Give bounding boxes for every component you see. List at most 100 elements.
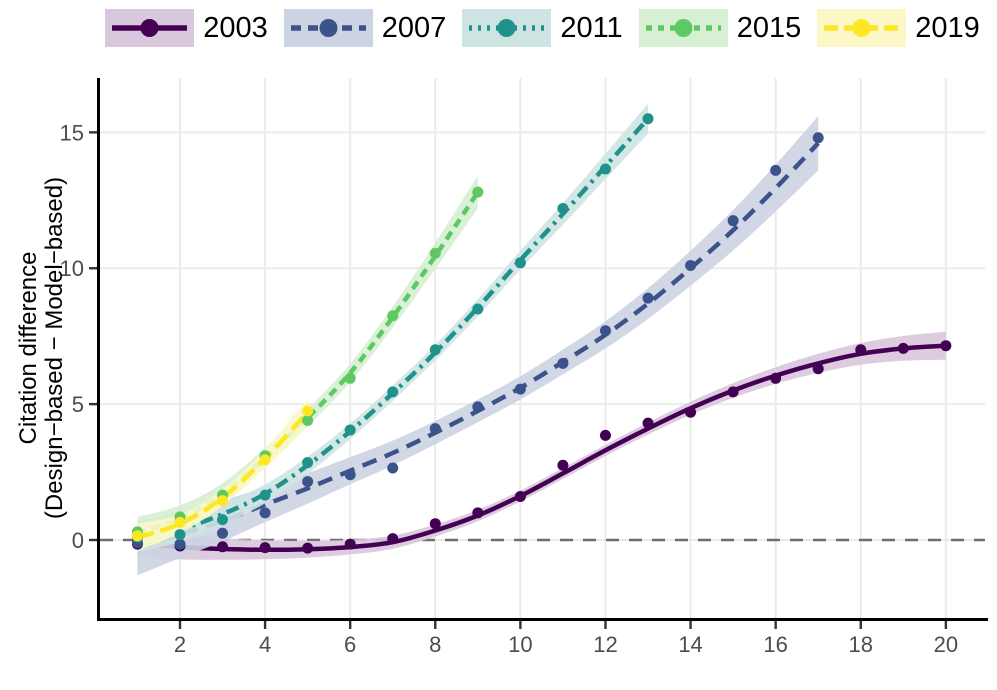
point-2007-x5 [302, 476, 314, 488]
y-tick-label-10: 10 [60, 256, 84, 281]
point-2003-x6 [344, 538, 356, 550]
point-2011-x13 [642, 113, 654, 125]
x-tick-label-20: 20 [934, 632, 958, 657]
series-2019-points [131, 405, 314, 542]
point-2015-x7 [387, 310, 399, 322]
point-2003-x4 [259, 542, 271, 554]
point-2007-x6 [344, 469, 356, 481]
point-2003-x10 [514, 491, 526, 503]
point-2007-x13 [642, 292, 654, 304]
series-2003-points [131, 340, 952, 554]
x-tick-label-2: 2 [174, 632, 186, 657]
series-2019-ribbon [137, 398, 308, 551]
legend-key-point [319, 19, 338, 37]
point-2011-x7 [387, 386, 399, 398]
point-2007-x2 [174, 538, 186, 550]
point-2019-x1 [131, 530, 143, 542]
point-2007-x7 [387, 462, 399, 474]
y-tick-label-0: 0 [72, 528, 84, 553]
legend-label-2011: 2011 [560, 11, 623, 44]
legend-key-point [497, 19, 516, 37]
point-2003-x18 [855, 344, 867, 356]
point-2019-x3 [217, 495, 229, 507]
legend-label-2015: 2015 [736, 11, 802, 44]
series-2019-line [136, 410, 310, 540]
point-2007-x14 [685, 260, 697, 272]
point-2011-x6 [344, 424, 356, 436]
axes [97, 78, 988, 621]
legend-key-2019 [817, 9, 907, 47]
x-tick-label-6: 6 [344, 632, 356, 657]
point-2015-x9 [472, 186, 484, 198]
chart-legend: 2003 2007 2011 2015 2019 [100, 2, 985, 54]
series-2015-ribbon [137, 175, 478, 550]
point-2007-x4 [259, 507, 271, 519]
point-2007-x12 [599, 325, 611, 337]
x-tick-label-12: 12 [593, 632, 617, 657]
series-2011-points [131, 113, 654, 543]
point-2007-x17 [812, 132, 824, 144]
x-tick-label-16: 16 [763, 632, 787, 657]
legend-item-2019: 2019 [817, 9, 980, 47]
point-2003-x9 [472, 507, 484, 519]
legend-item-2011: 2011 [462, 9, 623, 47]
legend-key-point [140, 19, 159, 37]
legend-item-2003: 2003 [105, 9, 268, 47]
point-2011-x8 [429, 344, 441, 356]
point-2015-x6 [344, 372, 356, 384]
point-2019-x2 [174, 516, 186, 528]
x-tick-label-8: 8 [429, 632, 441, 657]
y-axis-title-line2: (Design−based − Model−based) [41, 177, 68, 519]
point-2003-x11 [557, 459, 569, 471]
point-2011-x11 [557, 202, 569, 214]
point-2003-x8 [429, 518, 441, 530]
point-2007-x11 [557, 357, 569, 369]
legend-key-2003 [105, 9, 195, 47]
point-2003-x20 [940, 340, 952, 352]
series-2011-ribbon [137, 103, 648, 553]
point-2011-x3 [217, 514, 229, 526]
legend-key-2007 [283, 9, 373, 47]
point-2011-x10 [514, 257, 526, 269]
point-2003-x13 [642, 417, 654, 429]
point-2015-x8 [429, 247, 441, 259]
point-2003-x12 [599, 429, 611, 441]
point-2003-x3 [217, 541, 229, 553]
point-2011-x9 [472, 303, 484, 315]
point-2015-x5 [302, 414, 314, 426]
legend-key-2015 [638, 9, 728, 47]
point-2003-x19 [897, 342, 909, 354]
point-2003-x16 [770, 372, 782, 384]
point-2007-x9 [472, 401, 484, 413]
series-2011-line [136, 117, 650, 540]
y-tick-label-15: 15 [60, 120, 84, 145]
point-2011-x4 [259, 489, 271, 501]
legend-item-2015: 2015 [638, 9, 802, 47]
point-2003-x15 [727, 386, 739, 398]
point-2007-x10 [514, 383, 526, 395]
point-2011-x2 [174, 529, 186, 541]
tick-labels: 2 4 6 8 10 12 14 16 18 20 0 5 10 15 [60, 120, 959, 657]
point-2003-x7 [387, 533, 399, 545]
legend-key-point [674, 19, 693, 37]
x-tick-label-18: 18 [849, 632, 873, 657]
x-tick-label-4: 4 [259, 632, 271, 657]
legend-label-2019: 2019 [915, 11, 980, 44]
point-2003-x5 [302, 542, 314, 554]
point-2003-x17 [812, 363, 824, 375]
point-2007-x15 [727, 215, 739, 227]
point-2003-x14 [685, 406, 697, 418]
tick-marks [89, 131, 948, 629]
point-2007-x16 [770, 164, 782, 176]
legend-key-point [852, 19, 871, 37]
y-tick-label-5: 5 [72, 392, 84, 417]
point-2007-x8 [429, 423, 441, 435]
x-tick-label-10: 10 [508, 632, 532, 657]
x-tick-label-14: 14 [678, 632, 702, 657]
point-2011-x5 [302, 457, 314, 469]
legend-item-2007: 2007 [283, 9, 446, 47]
point-2019-x4 [259, 454, 271, 466]
point-2011-x12 [599, 163, 611, 175]
point-2007-x3 [217, 527, 229, 539]
